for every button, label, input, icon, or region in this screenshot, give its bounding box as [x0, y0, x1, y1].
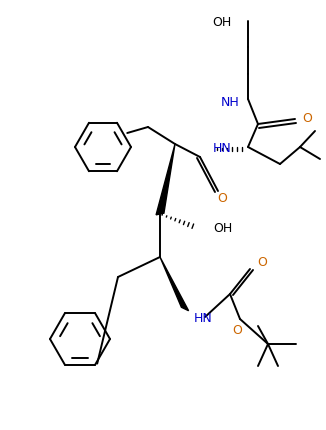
Polygon shape: [156, 144, 175, 215]
Text: O: O: [257, 256, 267, 269]
Text: OH: OH: [213, 15, 232, 28]
Text: HN: HN: [213, 141, 231, 154]
Text: NH: NH: [221, 95, 240, 108]
Text: O: O: [217, 191, 227, 204]
Text: O: O: [232, 323, 242, 336]
Text: HN: HN: [194, 311, 213, 324]
Text: O: O: [302, 111, 312, 124]
Polygon shape: [160, 258, 189, 311]
Text: OH: OH: [213, 221, 232, 234]
